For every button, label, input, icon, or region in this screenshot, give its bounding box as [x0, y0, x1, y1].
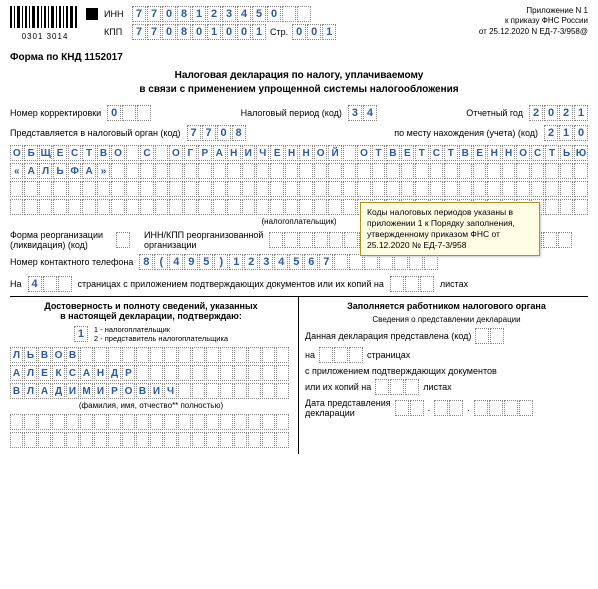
- right-l4a: или их копий на: [305, 382, 371, 392]
- right-l4b: листах: [423, 382, 451, 392]
- org-line-3: [10, 181, 588, 197]
- kpp-cells: 770801001: [132, 24, 266, 40]
- left-section-title: Достоверность и полноту сведений, указан…: [10, 301, 292, 321]
- str-cells: 001: [292, 24, 336, 40]
- right-l1a: Данная декларация представлена (код): [305, 331, 471, 341]
- confirm-notes: 1 - налогоплательщик 2 - представитель н…: [94, 325, 228, 343]
- surname-cells: ЛЬВОВ: [10, 347, 292, 363]
- str-label: Стр.: [270, 27, 288, 37]
- inn-label: ИНН: [104, 9, 132, 19]
- right-subtitle: Сведения о представлении декларации: [305, 315, 588, 324]
- pages-val-cells: 4: [28, 276, 72, 292]
- right-l4-cells: [375, 379, 419, 395]
- marker-box: [86, 8, 98, 20]
- pages-aft-cells: [390, 276, 434, 292]
- phone-cells: 8(495)1234567: [139, 254, 438, 270]
- report-year-label: Отчетный год: [466, 108, 523, 118]
- barcode: 0301 3014: [10, 6, 80, 41]
- pages-text: страницах с приложением подтверждающих д…: [78, 279, 384, 289]
- barcode-number: 0301 3014: [10, 32, 80, 41]
- tax-period-label: Налоговый период (код): [241, 108, 342, 118]
- report-year-cells: 2021: [529, 105, 588, 121]
- name-line-4: [10, 414, 292, 430]
- note-callout: Коды налоговых периодов указаны в прилож…: [360, 202, 540, 256]
- right-l3: с приложением подтверждающих документов: [305, 366, 588, 376]
- reorg-inn-kpp-label: ИНН/КПП реорганизованной организации: [144, 230, 263, 250]
- location-label: по месту нахождения (учета) (код): [394, 128, 538, 138]
- submit-to-label: Представляется в налоговый орган (код): [10, 128, 181, 138]
- confirm-cells: 1: [74, 326, 88, 342]
- right-l2-cells: [319, 347, 363, 363]
- right-l2b: страницах: [367, 350, 410, 360]
- reorg-form-label: Форма реорганизации (ликвидация) (код): [10, 230, 110, 250]
- right-date-month: [434, 400, 463, 416]
- right-date-day: [395, 400, 424, 416]
- inn-cells: 7708123450: [132, 6, 311, 22]
- correction-label: Номер корректировки: [10, 108, 101, 118]
- patronymic-cells: ВЛАДИМИРОВИЧ: [10, 383, 292, 399]
- firstname-cells: АЛЕКСАНДР: [10, 365, 292, 381]
- pages-sheets: листах: [440, 279, 468, 289]
- doc-title: Налоговая декларация по налогу, уплачива…: [10, 69, 588, 97]
- reorg-form-cell: [116, 232, 130, 248]
- kpp-label: КПП: [104, 27, 132, 37]
- right-l2a: на: [305, 350, 315, 360]
- location-cells: 210: [544, 125, 588, 141]
- tax-period-cells: 34: [348, 105, 377, 121]
- right-l1-cells: [475, 328, 504, 344]
- org-line-1: ОБЩЕСТВОСОГРАНИЧЕННОЙОТВЕТСТВЕННОСТЬЮ: [10, 145, 588, 161]
- submit-to-cells: 7708: [187, 125, 246, 141]
- right-section-title: Заполняется работником налогового органа: [305, 301, 588, 311]
- name-sublabel: (фамилия, имя, отчество** полностью): [10, 401, 292, 410]
- right-l5: Дата представления декларации: [305, 398, 391, 418]
- pages-on: На: [10, 279, 22, 289]
- appendix-info: Приложение N 1 к приказу ФНС России от 2…: [479, 6, 588, 37]
- correction-cells: 0: [107, 105, 151, 121]
- form-code: Форма по КНД 1152017: [10, 52, 588, 63]
- phone-label: Номер контактного телефона: [10, 257, 133, 267]
- org-line-2: «АЛЬФА»: [10, 163, 588, 179]
- right-date-year: [474, 400, 533, 416]
- name-line-5: [10, 432, 292, 448]
